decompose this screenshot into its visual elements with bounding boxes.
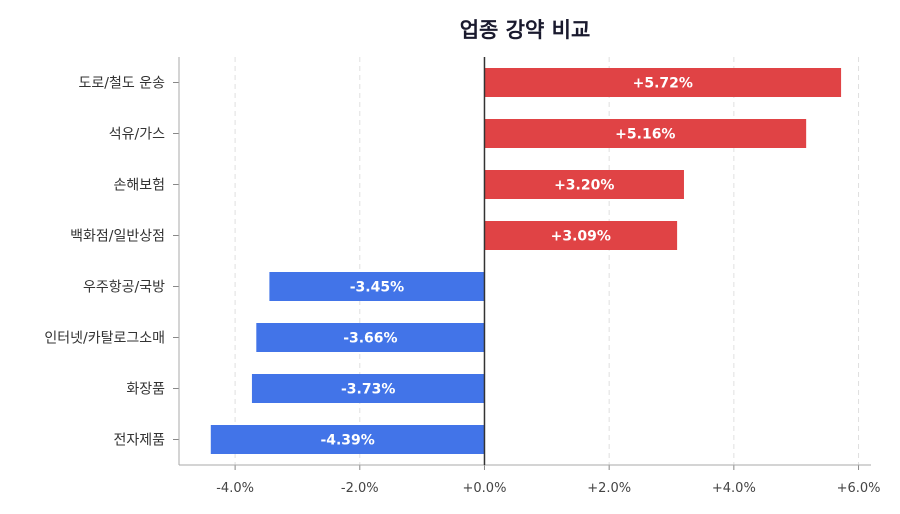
x-tick-label: +2.0%: [587, 481, 631, 496]
bar: [251, 374, 485, 403]
bar-value-label: -3.73%: [341, 382, 395, 398]
category-label: 우주항공/국방: [83, 280, 165, 296]
category-label: 화장품: [126, 382, 165, 398]
bar-value-label: +5.72%: [633, 76, 693, 92]
x-tick-label: +0.0%: [463, 481, 507, 496]
category-label: 백화점/일반상점: [70, 229, 165, 245]
bar: [484, 221, 678, 250]
grid-lines: [234, 57, 860, 465]
bar: [269, 272, 485, 301]
bar: [484, 170, 684, 199]
axes: [178, 57, 871, 466]
bar-value-label: +3.20%: [554, 178, 614, 194]
bar-value-label: +5.16%: [615, 127, 675, 143]
category-labels: 도로/철도 운송석유/가스손해보험백화점/일반상점우주항공/국방인터넷/카탈로그…: [44, 76, 179, 449]
x-tick-label: -4.0%: [216, 481, 254, 496]
bar-value-label: -4.39%: [320, 433, 374, 449]
x-tick-label: +6.0%: [837, 481, 881, 496]
x-axis-ticks: -4.0% -2.0% +0.0% +2.0% +4.0% +6.0%: [216, 465, 880, 496]
bar: [484, 68, 842, 97]
bar: [256, 323, 485, 352]
x-tick-label: +4.0%: [712, 481, 756, 496]
bars: +5.72% +5.16% +3.20% +3.09% -3.45% -3.66% -3.7…: [210, 68, 842, 454]
bar: [484, 119, 807, 148]
category-label: 손해보험: [113, 178, 165, 194]
bar-value-label: -3.45%: [350, 280, 404, 296]
x-tick-label: -2.0%: [341, 481, 379, 496]
bar: [210, 425, 485, 454]
category-label: 도로/철도 운송: [79, 76, 166, 92]
category-label: 전자제품: [113, 433, 165, 449]
chart-title: 업종 강약 비교: [460, 18, 591, 42]
category-label: 인터넷/카탈로그소매: [44, 331, 165, 347]
bar-value-label: +3.09%: [551, 229, 611, 245]
bar-value-label: -3.66%: [343, 331, 397, 347]
category-label: 석유/가스: [109, 127, 165, 143]
